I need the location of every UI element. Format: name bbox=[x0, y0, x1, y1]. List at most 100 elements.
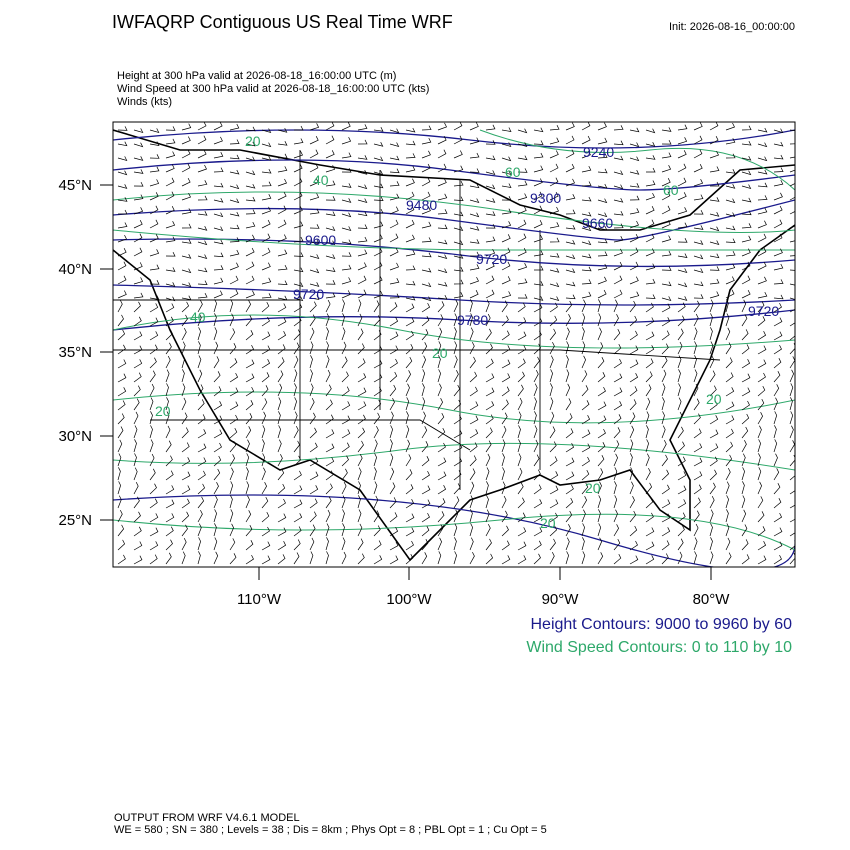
wind-barb bbox=[229, 523, 234, 537]
wind-barb bbox=[629, 291, 640, 299]
wind-barb bbox=[261, 168, 272, 174]
wind-barb bbox=[469, 442, 478, 453]
wind-barb bbox=[501, 399, 509, 411]
wind-barb bbox=[389, 384, 397, 397]
wind-barb bbox=[709, 415, 719, 425]
wind-barb bbox=[341, 481, 347, 495]
wind-barb bbox=[597, 299, 601, 313]
wind-barb bbox=[789, 255, 795, 257]
wind-barb bbox=[149, 234, 159, 243]
wind-barb bbox=[565, 327, 570, 341]
wind-barb bbox=[549, 499, 559, 509]
wind-barb bbox=[293, 221, 304, 229]
wind-barb bbox=[165, 539, 173, 551]
wind-barb bbox=[741, 299, 747, 313]
wind-barb bbox=[229, 289, 239, 299]
wind-barb bbox=[165, 221, 176, 229]
wind-barb bbox=[469, 356, 476, 369]
wind-barb bbox=[757, 316, 766, 327]
wind-barb bbox=[501, 330, 510, 341]
wind-barb bbox=[341, 415, 351, 425]
wind-barb bbox=[421, 150, 431, 159]
wind-barb bbox=[293, 206, 303, 215]
wind-barb bbox=[501, 386, 510, 397]
wind-barb bbox=[517, 128, 528, 134]
wind-barb bbox=[661, 513, 671, 523]
wind-barb bbox=[549, 177, 559, 187]
wind-barb bbox=[181, 412, 188, 425]
wind-barb bbox=[373, 142, 384, 147]
wind-barb bbox=[213, 290, 223, 299]
wind-barb bbox=[213, 356, 220, 369]
wind-barb bbox=[165, 369, 170, 383]
wind-barb bbox=[389, 293, 400, 299]
wind-barb bbox=[309, 341, 314, 355]
wind-barb bbox=[565, 369, 570, 383]
wind-barb bbox=[293, 355, 299, 369]
wind-barb bbox=[389, 317, 399, 327]
wind-barb bbox=[149, 280, 160, 285]
wind-barb bbox=[677, 355, 682, 369]
wind-barb bbox=[341, 509, 345, 523]
wind-barb bbox=[389, 467, 395, 481]
wind-barb bbox=[229, 401, 239, 411]
wind-barb bbox=[117, 329, 126, 341]
wind-barb bbox=[645, 512, 654, 523]
wind-barb bbox=[357, 170, 368, 175]
wind-barb bbox=[453, 150, 463, 159]
wind-barb bbox=[629, 330, 638, 341]
wind-barb bbox=[277, 128, 288, 133]
wind-barb bbox=[149, 468, 156, 481]
wind-barb bbox=[165, 455, 173, 467]
wind-barb bbox=[517, 168, 528, 173]
wind-barb bbox=[149, 554, 158, 565]
wind-barb bbox=[309, 427, 317, 439]
wind-barb bbox=[693, 209, 704, 215]
wind-barb bbox=[421, 526, 430, 537]
wind-barb bbox=[229, 509, 234, 523]
wind-barb bbox=[437, 551, 442, 565]
wind-barb bbox=[277, 317, 287, 327]
wind-barb bbox=[229, 481, 234, 495]
wind-barb bbox=[565, 471, 575, 481]
wind-barb bbox=[437, 178, 447, 187]
wind-barb bbox=[501, 373, 511, 383]
wind-barb bbox=[133, 511, 141, 523]
wind-barb bbox=[309, 314, 316, 327]
wind-barb bbox=[213, 386, 222, 397]
height-label: 9660 bbox=[582, 215, 613, 231]
wind-barb bbox=[533, 303, 543, 313]
wind-barb bbox=[213, 523, 217, 537]
wind-barb bbox=[325, 180, 336, 187]
wind-barb bbox=[549, 125, 560, 131]
wind-barb bbox=[517, 293, 528, 299]
wind-barb bbox=[133, 496, 140, 509]
wind-barb bbox=[485, 155, 496, 161]
wind-barb bbox=[181, 524, 188, 537]
wind-barb bbox=[693, 443, 703, 453]
wind-barb bbox=[165, 282, 176, 287]
wind-barb bbox=[421, 342, 428, 355]
wind-barb bbox=[549, 328, 557, 341]
wind-barb bbox=[389, 482, 396, 495]
wind-barb bbox=[405, 165, 416, 173]
wind-barb bbox=[261, 206, 271, 215]
wind-barb bbox=[741, 481, 745, 495]
wind-barb bbox=[453, 355, 458, 369]
wind-barb bbox=[405, 356, 413, 369]
wind-barb bbox=[677, 124, 688, 131]
wind-barb bbox=[341, 239, 352, 245]
wind-barb bbox=[197, 240, 208, 246]
wind-barb bbox=[389, 512, 398, 523]
wind-barb bbox=[325, 211, 336, 216]
wind-barb bbox=[741, 554, 750, 565]
wind-barb bbox=[549, 512, 558, 523]
wind-barb bbox=[565, 314, 571, 327]
wind-barb bbox=[517, 263, 528, 271]
wind-barb bbox=[373, 555, 383, 565]
wind-barb bbox=[581, 253, 592, 259]
wind-barb bbox=[373, 315, 381, 327]
lon-label: 100°W bbox=[386, 591, 432, 608]
wind-barb bbox=[277, 383, 283, 397]
wind-barb bbox=[565, 178, 575, 187]
